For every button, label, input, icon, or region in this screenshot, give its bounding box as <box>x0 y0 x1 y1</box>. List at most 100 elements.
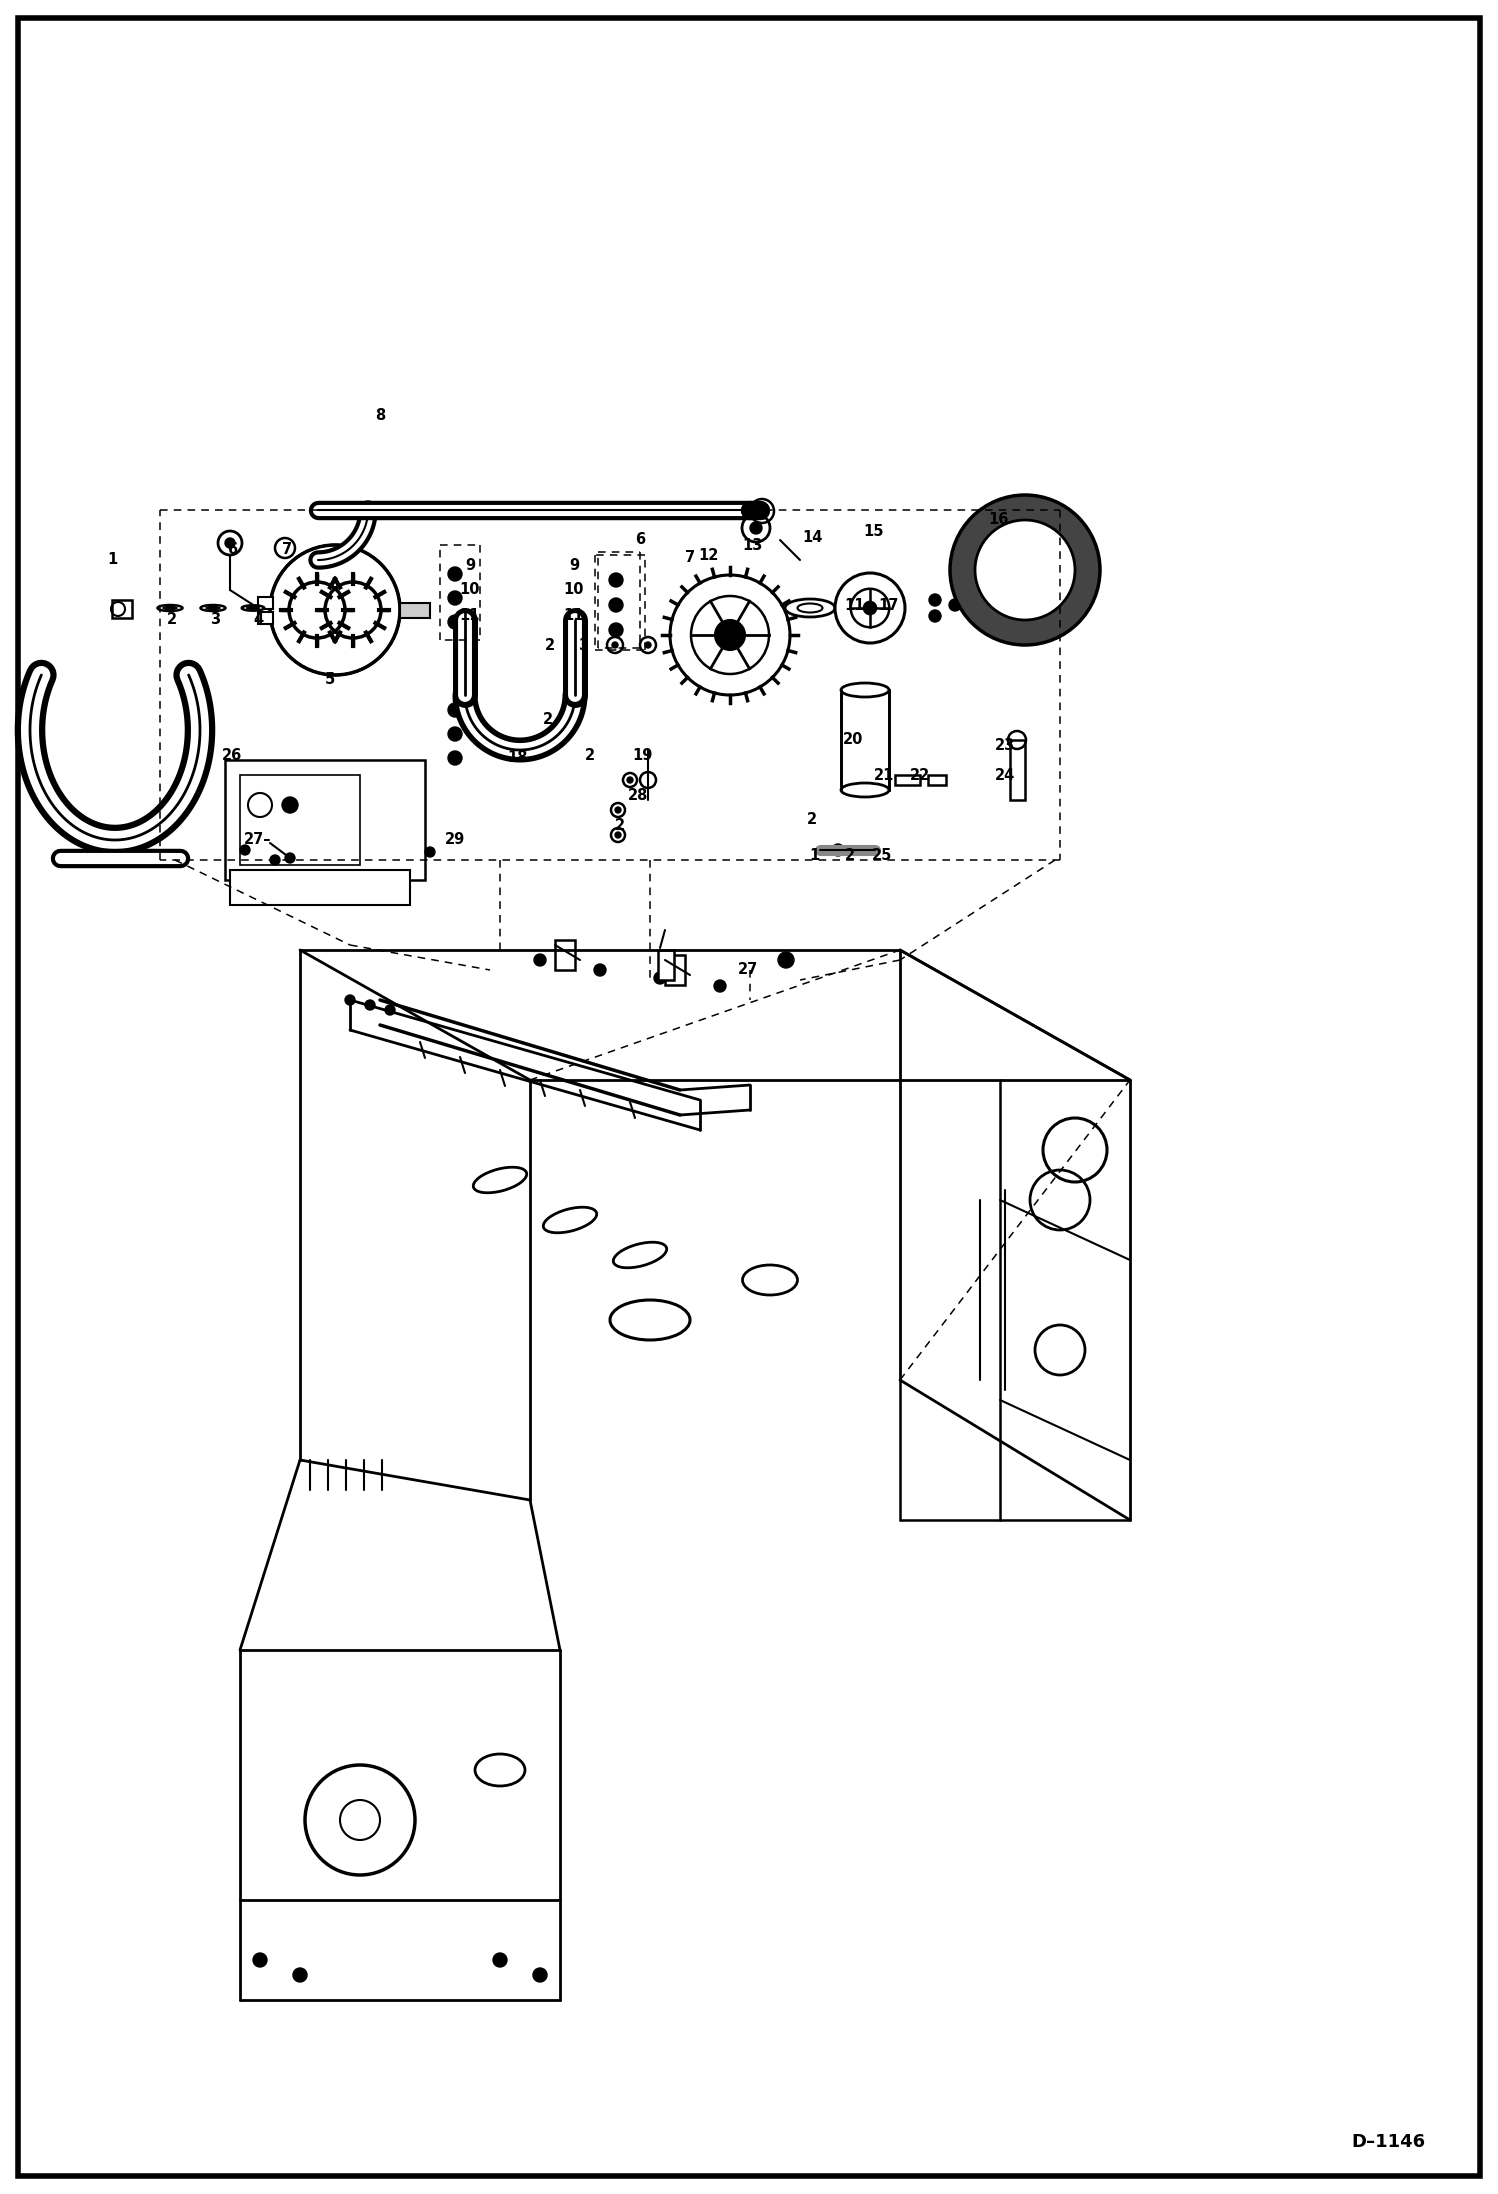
Circle shape <box>240 845 250 856</box>
Bar <box>927 774 947 785</box>
Bar <box>258 597 273 610</box>
Circle shape <box>616 832 622 838</box>
Circle shape <box>610 573 623 588</box>
Text: 1: 1 <box>809 847 819 862</box>
Text: 2: 2 <box>166 612 177 627</box>
Bar <box>240 774 360 864</box>
Text: 24: 24 <box>995 768 1016 783</box>
Text: 16: 16 <box>987 511 1008 527</box>
Text: 27–: 27– <box>244 832 271 847</box>
Text: D–1146: D–1146 <box>1351 2133 1425 2150</box>
Text: 18: 18 <box>508 750 529 766</box>
Circle shape <box>750 522 762 533</box>
Text: 6: 6 <box>635 533 646 548</box>
Circle shape <box>655 972 667 983</box>
Text: 26: 26 <box>222 748 243 764</box>
Circle shape <box>929 610 941 623</box>
Text: 23: 23 <box>995 737 1016 753</box>
Circle shape <box>616 807 622 814</box>
Circle shape <box>282 796 298 814</box>
Circle shape <box>225 538 235 548</box>
Text: 8: 8 <box>374 408 385 423</box>
Bar <box>665 954 685 985</box>
Text: 6: 6 <box>226 542 237 557</box>
Text: 3: 3 <box>210 612 220 627</box>
Text: 7: 7 <box>685 551 695 566</box>
Circle shape <box>273 546 398 674</box>
Polygon shape <box>950 496 1100 645</box>
Circle shape <box>715 621 745 649</box>
Circle shape <box>345 996 355 1005</box>
Text: 25: 25 <box>872 847 893 862</box>
Bar <box>112 599 132 619</box>
Circle shape <box>448 614 461 630</box>
Circle shape <box>253 1953 267 1968</box>
Circle shape <box>294 1968 307 1981</box>
Text: 12: 12 <box>698 548 718 562</box>
Circle shape <box>646 643 652 647</box>
Text: 2: 2 <box>542 713 553 728</box>
Text: 19: 19 <box>632 748 653 764</box>
Circle shape <box>385 1005 395 1016</box>
Circle shape <box>613 643 619 647</box>
Text: 2: 2 <box>584 748 595 764</box>
Ellipse shape <box>157 606 183 610</box>
Text: 11: 11 <box>460 608 481 623</box>
Text: 11: 11 <box>845 597 866 612</box>
Text: 2: 2 <box>616 818 625 832</box>
Ellipse shape <box>840 682 888 698</box>
Text: 7: 7 <box>282 542 292 557</box>
Text: 21: 21 <box>873 768 894 783</box>
Text: 27: 27 <box>739 963 758 979</box>
Circle shape <box>425 847 434 858</box>
Text: 20: 20 <box>843 733 863 748</box>
Text: 28: 28 <box>628 788 649 803</box>
Polygon shape <box>975 520 1076 621</box>
Circle shape <box>831 845 843 856</box>
Text: 10: 10 <box>563 581 584 597</box>
Text: 29: 29 <box>445 832 464 847</box>
Circle shape <box>448 702 461 717</box>
Circle shape <box>270 856 280 864</box>
Text: 9: 9 <box>569 557 580 573</box>
Text: 2: 2 <box>845 847 855 862</box>
Circle shape <box>777 952 794 968</box>
Ellipse shape <box>785 599 834 617</box>
Circle shape <box>628 777 634 783</box>
Bar <box>231 871 410 904</box>
Bar <box>400 603 430 619</box>
Text: 3: 3 <box>578 638 589 652</box>
Bar <box>258 612 273 623</box>
Circle shape <box>493 1953 506 1968</box>
Text: 5: 5 <box>325 674 336 687</box>
Circle shape <box>864 601 876 614</box>
Circle shape <box>285 853 295 862</box>
Circle shape <box>610 623 623 636</box>
Bar <box>894 774 920 785</box>
Ellipse shape <box>797 603 822 612</box>
Text: 13: 13 <box>743 538 762 553</box>
Circle shape <box>448 726 461 742</box>
Circle shape <box>950 599 962 610</box>
Circle shape <box>448 750 461 766</box>
Text: 22: 22 <box>909 768 930 783</box>
Bar <box>840 689 888 790</box>
Circle shape <box>715 981 727 992</box>
Bar <box>554 939 575 970</box>
Bar <box>225 759 425 880</box>
Text: 14: 14 <box>801 531 822 546</box>
Text: 2: 2 <box>807 812 816 827</box>
Text: 17: 17 <box>878 597 899 612</box>
Ellipse shape <box>840 783 888 796</box>
Circle shape <box>595 963 607 976</box>
Ellipse shape <box>207 606 220 610</box>
Circle shape <box>448 590 461 606</box>
Circle shape <box>366 1000 374 1009</box>
Text: 2: 2 <box>545 638 556 652</box>
Text: 11: 11 <box>563 608 584 623</box>
Ellipse shape <box>247 608 259 610</box>
Text: 4: 4 <box>253 612 264 627</box>
Ellipse shape <box>241 606 264 610</box>
Circle shape <box>929 595 941 606</box>
Circle shape <box>834 573 905 643</box>
